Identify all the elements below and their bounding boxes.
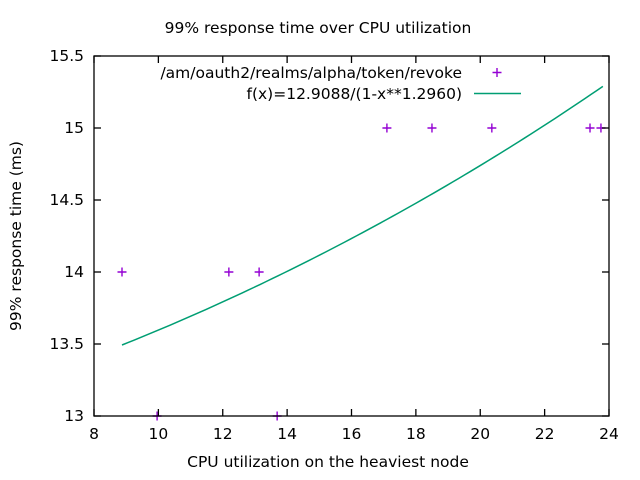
- x-tick-label: 20: [470, 425, 490, 443]
- y-tick-label: 14.5: [49, 191, 84, 209]
- x-tick-label: 12: [213, 425, 233, 443]
- legend-label-fit-function: f(x)=12.9088/(1-x**1.2960): [247, 85, 463, 103]
- data-point-plus-marker: [224, 267, 234, 277]
- y-axis-label: 99% response time (ms): [7, 141, 25, 331]
- x-tick-label: 24: [599, 425, 619, 443]
- plot-frame-layer: [93, 55, 610, 417]
- x-tick-label: 10: [149, 425, 169, 443]
- y-tick-label: 13: [64, 407, 84, 425]
- y-tick-label: 14: [64, 263, 84, 281]
- legend-label-scatter-series: /am/oauth2/realms/alpha/token/revoke: [160, 64, 462, 82]
- axis-ticks: [93, 55, 610, 417]
- fit-curve-path: [121, 85, 604, 346]
- x-axis-label: CPU utilization on the heaviest node: [187, 453, 469, 471]
- legend-plus-marker-icon: [492, 68, 502, 77]
- x-tick-label: 8: [89, 425, 99, 443]
- x-tick-label: 22: [535, 425, 555, 443]
- y-tick-label: 15: [64, 119, 84, 137]
- y-tick-label: 15.5: [49, 47, 84, 65]
- data-point-plus-marker: [382, 123, 392, 133]
- chart-title: 99% response time over CPU utilization: [165, 19, 472, 37]
- data-point-plus-marker: [487, 123, 497, 133]
- plot-border: [93, 55, 610, 417]
- data-point-plus-marker: [585, 123, 595, 133]
- x-tick-label: 18: [406, 425, 426, 443]
- x-tick-label: 16: [342, 425, 362, 443]
- data-point-plus-marker: [117, 267, 127, 277]
- data-point-plus-marker: [427, 123, 437, 133]
- x-tick-label: 14: [277, 425, 297, 443]
- legend: /am/oauth2/realms/alpha/token/revoke f(x…: [160, 64, 521, 103]
- axis-tick-labels: 8 10 12 14 16 18 20 22 24 13 13.5 14 14.5 15 15.5: [49, 47, 618, 443]
- data-point-plus-marker: [254, 267, 264, 277]
- plot-data-layer: [117, 85, 606, 421]
- y-tick-label: 13.5: [49, 335, 84, 353]
